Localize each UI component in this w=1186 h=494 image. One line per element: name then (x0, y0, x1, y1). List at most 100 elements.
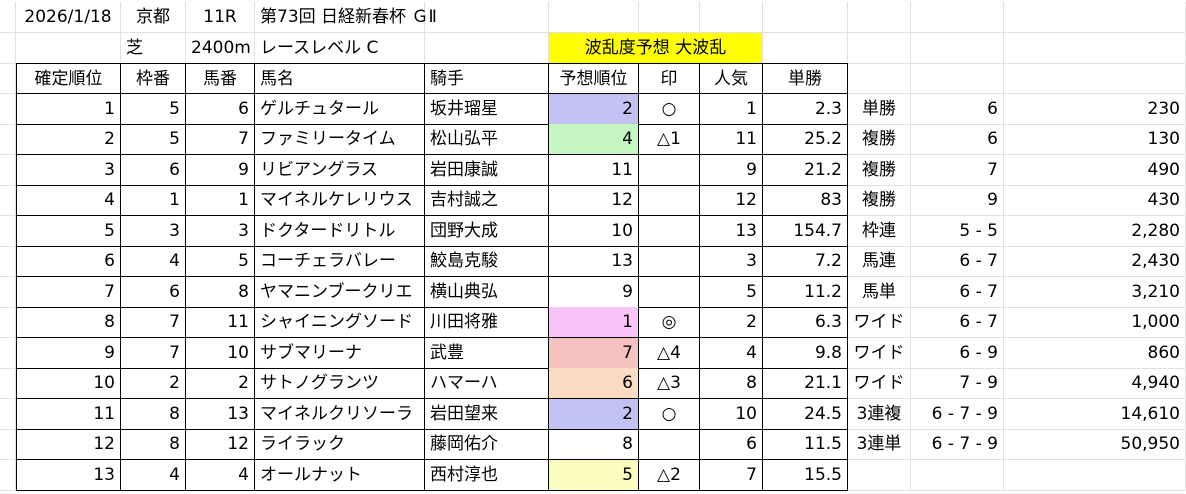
result-rank-cell[interactable]: 4 (16, 185, 121, 216)
result-jockey-cell[interactable]: ハマーハ (425, 368, 549, 399)
result-uma-cell[interactable]: 12 (186, 429, 255, 460)
result-pred-cell[interactable]: 9 (549, 276, 639, 308)
result-pred-cell[interactable]: 2 (549, 398, 639, 430)
result-pop-cell[interactable]: 6 (700, 429, 763, 460)
payout-amount[interactable]: 1,000 (1004, 307, 1186, 338)
result-jockey-cell[interactable]: 武豊 (425, 337, 549, 369)
payout-type[interactable]: ワイド (848, 337, 911, 369)
result-pop-cell[interactable]: 10 (700, 398, 763, 430)
result-mark-cell[interactable] (639, 154, 700, 186)
payout-amount[interactable]: 14,610 (1004, 398, 1186, 430)
result-uma-cell[interactable]: 4 (186, 459, 255, 491)
result-rank-cell[interactable]: 5 (16, 215, 121, 247)
result-pop-cell[interactable]: 4 (700, 337, 763, 369)
result-uma-cell[interactable]: 8 (186, 276, 255, 308)
payout-amount[interactable]: 50,950 (1004, 429, 1186, 460)
result-jockey-cell[interactable]: 川田将雅 (425, 307, 549, 338)
result-odds-cell[interactable]: 7.2 (763, 246, 848, 277)
payout-combo[interactable]: 6 - 7 - 9 (911, 398, 1004, 430)
result-rank-cell[interactable]: 3 (16, 154, 121, 186)
payout-combo[interactable]: 6 - 7 - 9 (911, 429, 1004, 460)
result-odds-cell[interactable]: 154.7 (763, 215, 848, 247)
result-uma-cell[interactable]: 2 (186, 368, 255, 399)
result-waku-cell[interactable]: 5 (121, 124, 186, 155)
race-distance[interactable]: 2400m (186, 32, 255, 64)
result-odds-cell[interactable]: 2.3 (763, 93, 848, 125)
result-jockey-cell[interactable]: 岩田望来 (425, 398, 549, 430)
payout-amount[interactable]: 4,940 (1004, 368, 1186, 399)
race-date[interactable]: 2026/1/18 (16, 2, 121, 33)
payout-amount[interactable]: 2,430 (1004, 246, 1186, 277)
result-pred-cell[interactable]: 2 (549, 93, 639, 125)
payout-amount[interactable]: 430 (1004, 185, 1186, 216)
result-pop-cell[interactable]: 9 (700, 154, 763, 186)
result-name-cell[interactable]: ドクタードリトル (255, 215, 425, 247)
payout-amount[interactable]: 3,210 (1004, 276, 1186, 308)
result-waku-cell[interactable]: 8 (121, 398, 186, 430)
result-jockey-cell[interactable]: 坂井瑠星 (425, 93, 549, 125)
result-jockey-cell[interactable]: 松山弘平 (425, 124, 549, 155)
payout-type[interactable]: 馬単 (848, 276, 911, 308)
header-pred[interactable]: 予想順位 (549, 63, 639, 94)
payout-combo[interactable]: 7 (911, 154, 1004, 186)
result-waku-cell[interactable]: 6 (121, 276, 186, 308)
result-odds-cell[interactable]: 83 (763, 185, 848, 216)
result-odds-cell[interactable]: 15.5 (763, 459, 848, 491)
payout-type[interactable]: 複勝 (848, 154, 911, 186)
result-mark-cell[interactable]: △2 (639, 459, 700, 491)
result-pop-cell[interactable]: 8 (700, 368, 763, 399)
payout-combo[interactable]: 6 (911, 93, 1004, 125)
payout-type[interactable]: 3連単 (848, 429, 911, 460)
result-name-cell[interactable]: マイネルクリソーラ (255, 398, 425, 430)
result-rank-cell[interactable]: 6 (16, 246, 121, 277)
result-name-cell[interactable]: オールナット (255, 459, 425, 491)
result-odds-cell[interactable]: 25.2 (763, 124, 848, 155)
result-pred-cell[interactable]: 7 (549, 337, 639, 369)
result-mark-cell[interactable]: ◎ (639, 307, 700, 338)
result-uma-cell[interactable]: 3 (186, 215, 255, 247)
result-pred-cell[interactable]: 8 (549, 429, 639, 460)
result-jockey-cell[interactable]: 岩田康誠 (425, 154, 549, 186)
result-rank-cell[interactable]: 7 (16, 276, 121, 308)
upset-banner[interactable]: 波乱度予想 大波乱 (549, 32, 763, 64)
result-odds-cell[interactable]: 11.2 (763, 276, 848, 308)
result-jockey-cell[interactable]: 鮫島克駿 (425, 246, 549, 277)
race-level[interactable]: レースレベル C (255, 32, 425, 64)
result-rank-cell[interactable]: 10 (16, 368, 121, 399)
result-pop-cell[interactable]: 11 (700, 124, 763, 155)
result-jockey-cell[interactable]: 吉村誠之 (425, 185, 549, 216)
payout-amount[interactable]: 860 (1004, 337, 1186, 369)
result-name-cell[interactable]: ヤマニンブークリエ (255, 276, 425, 308)
result-odds-cell[interactable]: 11.5 (763, 429, 848, 460)
result-jockey-cell[interactable]: 西村淳也 (425, 459, 549, 491)
result-rank-cell[interactable]: 13 (16, 459, 121, 491)
result-odds-cell[interactable]: 21.1 (763, 368, 848, 399)
result-mark-cell[interactable]: ○ (639, 93, 700, 125)
result-waku-cell[interactable]: 2 (121, 368, 186, 399)
header-pop[interactable]: 人気 (700, 63, 763, 94)
result-mark-cell[interactable]: △4 (639, 337, 700, 369)
payout-amount[interactable]: 130 (1004, 124, 1186, 155)
result-pop-cell[interactable]: 12 (700, 185, 763, 216)
result-pop-cell[interactable]: 5 (700, 276, 763, 308)
result-uma-cell[interactable]: 7 (186, 124, 255, 155)
result-mark-cell[interactable] (639, 185, 700, 216)
result-jockey-cell[interactable]: 横山典弘 (425, 276, 549, 308)
result-name-cell[interactable]: リビアングラス (255, 154, 425, 186)
header-waku[interactable]: 枠番 (121, 63, 186, 94)
payout-combo[interactable]: 6 (911, 124, 1004, 155)
result-waku-cell[interactable]: 4 (121, 459, 186, 491)
result-waku-cell[interactable]: 4 (121, 246, 186, 277)
result-mark-cell[interactable]: △3 (639, 368, 700, 399)
result-rank-cell[interactable]: 12 (16, 429, 121, 460)
payout-type[interactable]: ワイド (848, 307, 911, 338)
result-rank-cell[interactable]: 1 (16, 93, 121, 125)
result-pred-cell[interactable]: 13 (549, 246, 639, 277)
result-uma-cell[interactable]: 5 (186, 246, 255, 277)
payout-type[interactable]: 複勝 (848, 185, 911, 216)
result-mark-cell[interactable] (639, 215, 700, 247)
race-name[interactable]: 第73回 日経新春杯 ＧⅡ (255, 2, 549, 33)
payout-type[interactable]: 複勝 (848, 124, 911, 155)
result-rank-cell[interactable]: 11 (16, 398, 121, 430)
result-mark-cell[interactable] (639, 429, 700, 460)
